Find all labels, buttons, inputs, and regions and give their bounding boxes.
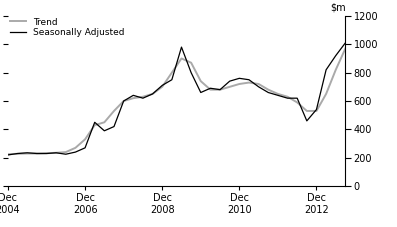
Trend <box>73 146 78 149</box>
Trend <box>266 88 271 91</box>
Trend <box>179 57 184 60</box>
Trend <box>256 83 261 85</box>
Trend <box>343 47 348 50</box>
Seasonally Adjusted <box>343 42 348 44</box>
Seasonally Adjusted <box>15 152 20 155</box>
Trend <box>208 88 213 91</box>
Trend <box>295 101 300 104</box>
Seasonally Adjusted <box>160 84 165 87</box>
Seasonally Adjusted <box>93 121 97 124</box>
Seasonally Adjusted <box>276 94 280 97</box>
Seasonally Adjusted <box>218 88 222 91</box>
Seasonally Adjusted <box>256 85 261 88</box>
Seasonally Adjusted <box>131 94 136 97</box>
Seasonally Adjusted <box>314 108 319 111</box>
Trend <box>6 153 10 155</box>
Line: Seasonally Adjusted: Seasonally Adjusted <box>8 43 345 155</box>
Seasonally Adjusted <box>83 146 87 149</box>
Seasonally Adjusted <box>64 153 68 155</box>
Trend <box>150 93 155 95</box>
Text: $m: $m <box>330 2 345 12</box>
Seasonally Adjusted <box>150 93 155 95</box>
Seasonally Adjusted <box>121 100 126 102</box>
Seasonally Adjusted <box>266 91 271 94</box>
Seasonally Adjusted <box>189 71 193 74</box>
Trend <box>285 95 290 98</box>
Seasonally Adjusted <box>141 97 145 99</box>
Trend <box>15 153 20 155</box>
Trend <box>160 85 165 88</box>
Trend <box>333 68 338 71</box>
Seasonally Adjusted <box>198 91 203 94</box>
Trend <box>54 151 58 154</box>
Seasonally Adjusted <box>73 151 78 153</box>
Seasonally Adjusted <box>247 78 251 81</box>
Trend <box>64 151 68 153</box>
Seasonally Adjusted <box>324 68 328 71</box>
Trend <box>131 97 136 99</box>
Seasonally Adjusted <box>170 78 174 81</box>
Trend <box>324 93 328 95</box>
Trend <box>170 71 174 74</box>
Trend <box>93 124 97 126</box>
Trend <box>247 81 251 84</box>
Trend <box>121 100 126 102</box>
Trend <box>276 93 280 95</box>
Trend <box>25 152 30 155</box>
Seasonally Adjusted <box>179 46 184 48</box>
Seasonally Adjusted <box>295 97 300 99</box>
Trend <box>314 110 319 112</box>
Seasonally Adjusted <box>112 125 116 128</box>
Seasonally Adjusted <box>102 129 107 132</box>
Trend <box>189 61 193 64</box>
Trend <box>227 85 232 88</box>
Seasonally Adjusted <box>208 87 213 90</box>
Trend <box>237 83 242 85</box>
Trend <box>35 152 39 155</box>
Seasonally Adjusted <box>35 152 39 155</box>
Trend <box>304 110 309 112</box>
Seasonally Adjusted <box>54 151 58 154</box>
Seasonally Adjusted <box>237 77 242 80</box>
Seasonally Adjusted <box>304 119 309 122</box>
Trend <box>218 88 222 91</box>
Seasonally Adjusted <box>285 97 290 99</box>
Trend <box>141 95 145 98</box>
Seasonally Adjusted <box>25 151 30 154</box>
Trend <box>83 138 87 141</box>
Legend: Trend, Seasonally Adjusted: Trend, Seasonally Adjusted <box>10 18 125 37</box>
Seasonally Adjusted <box>333 54 338 57</box>
Trend <box>102 121 107 124</box>
Trend <box>112 110 116 112</box>
Seasonally Adjusted <box>227 80 232 82</box>
Trend <box>44 152 49 155</box>
Line: Trend: Trend <box>8 49 345 154</box>
Seasonally Adjusted <box>44 152 49 155</box>
Seasonally Adjusted <box>6 153 10 156</box>
Trend <box>198 80 203 82</box>
